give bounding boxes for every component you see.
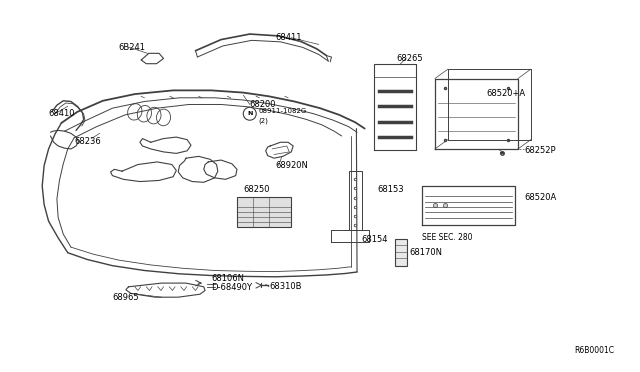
Text: 6B241: 6B241: [119, 42, 146, 51]
Text: 68200: 68200: [250, 100, 276, 109]
Text: 68965: 68965: [113, 293, 139, 302]
Text: 68106N: 68106N: [211, 274, 244, 283]
Bar: [237, 197, 291, 227]
Text: 68520A: 68520A: [524, 193, 557, 202]
Text: 68520+A: 68520+A: [486, 89, 525, 98]
Text: 68310B: 68310B: [269, 282, 301, 291]
Text: 68411: 68411: [275, 33, 302, 42]
Text: 68410: 68410: [49, 109, 75, 118]
Text: (2): (2): [259, 118, 269, 124]
Text: 68920N: 68920N: [275, 161, 308, 170]
Text: 68252P: 68252P: [524, 146, 556, 155]
Text: N: N: [247, 111, 252, 116]
Text: 68170N: 68170N: [410, 248, 442, 257]
Bar: [396, 239, 407, 266]
Text: SEE SEC. 280: SEE SEC. 280: [422, 233, 473, 243]
Text: 08911-1082G: 08911-1082G: [259, 108, 307, 114]
Text: 68154: 68154: [362, 235, 388, 244]
Text: 68265: 68265: [397, 54, 423, 62]
Text: D-68490Y: D-68490Y: [211, 283, 252, 292]
Text: 68236: 68236: [74, 137, 101, 146]
Text: 68153: 68153: [378, 185, 404, 194]
Text: R6B0001C: R6B0001C: [574, 346, 614, 355]
Text: 68250: 68250: [243, 185, 270, 194]
